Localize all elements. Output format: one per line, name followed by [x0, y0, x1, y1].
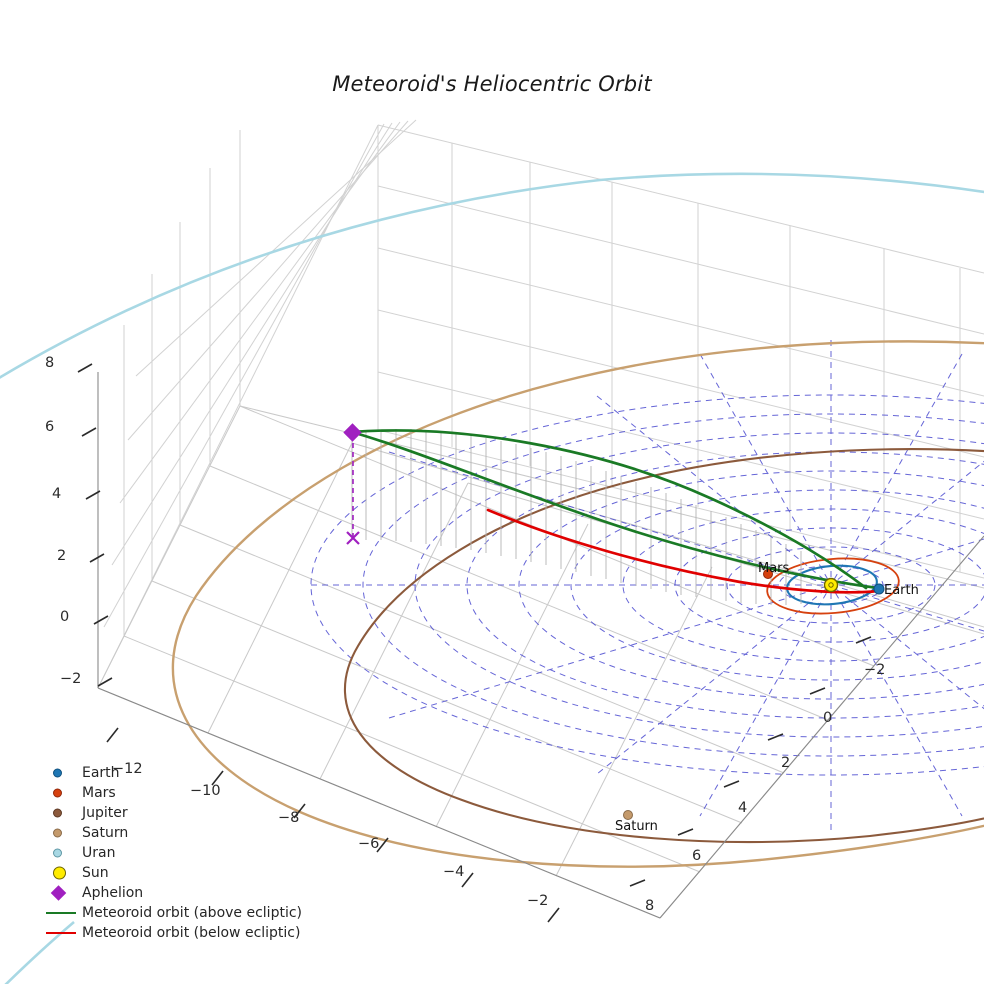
legend-label: Sun: [82, 865, 109, 881]
legend-label: Meteoroid orbit (below ecliptic): [82, 925, 301, 941]
tick-label-z-5: −2: [60, 671, 82, 687]
tick-label-x-9: −6: [358, 836, 380, 852]
tick-label-x-7: −10: [190, 783, 221, 799]
legend-item: Jupiter: [44, 803, 302, 823]
saturn-marker: [623, 810, 633, 820]
tick-label-z-1: 6: [45, 419, 55, 435]
tick-label-z-3: 2: [57, 548, 67, 564]
tick-label-x-8: −8: [278, 810, 300, 826]
tick-label-y-17: 8: [645, 898, 655, 914]
legend-label: Mars: [82, 785, 116, 801]
legend-marker-circle-icon: [53, 808, 62, 818]
aphelion-marker: [343, 423, 362, 442]
legend-marker-line: [44, 923, 78, 943]
tick-label-x-6: −12: [112, 761, 143, 777]
legend-label: Jupiter: [82, 805, 128, 821]
tick-label-x-10: −4: [443, 864, 465, 880]
legend-label: Aphelion: [82, 885, 144, 901]
legend-marker-circle-icon: [53, 848, 62, 858]
legend-item: Mars: [44, 783, 302, 803]
legend-marker-earth: [44, 763, 78, 783]
sun-marker: [823, 577, 839, 593]
orbit-meteoroid-above: [350, 429, 880, 590]
tick-label-y-14: 2: [781, 755, 791, 771]
legend-item: Sun: [44, 863, 302, 883]
legend-marker-diamond-icon: [50, 885, 67, 901]
legend-marker-line-icon: [46, 912, 76, 914]
tick-label-z-4: 0: [60, 609, 70, 625]
legend-item: Meteoroid orbit (below ecliptic): [44, 923, 302, 943]
legend-marker-circle-icon: [53, 768, 62, 778]
axis-pane-grid: [97, 119, 984, 689]
orbit-jupiter: [343, 448, 984, 844]
legend-marker-line-icon: [46, 932, 76, 934]
legend-marker-mars: [44, 783, 78, 803]
planet-markers: [623, 569, 885, 820]
legend-item: Meteoroid orbit (above ecliptic): [44, 903, 302, 923]
aphelion-dropline: [346, 434, 360, 545]
legend-marker-saturn: [44, 823, 78, 843]
mars-marker: [763, 569, 773, 579]
orbit-meteoroid-below: [486, 508, 880, 594]
legend-item: Uran: [44, 843, 302, 863]
legend-label: Earth: [82, 765, 120, 781]
legend-marker-line: [44, 903, 78, 923]
orbit-uranus: [0, 172, 984, 984]
earth-marker: [873, 583, 885, 595]
tick-label-y-15: 4: [738, 800, 748, 816]
legend-marker-circle-icon: [53, 866, 66, 880]
tick-label-x-11: −2: [527, 893, 549, 909]
legend-item: Aphelion: [44, 883, 302, 903]
chart-title: Meteoroid's Heliocentric Orbit: [332, 72, 652, 96]
tick-label-y-16: 6: [692, 848, 702, 864]
tick-label-y-13: 0: [823, 710, 833, 726]
body-label-mars: Mars: [758, 561, 790, 576]
legend-marker-sun: [44, 863, 78, 883]
legend-label: Saturn: [82, 825, 129, 841]
legend-marker-jupiter: [44, 803, 78, 823]
orbit-mars: [766, 557, 900, 615]
legend-item: Saturn: [44, 823, 302, 843]
legend: Earth Mars Jupiter Saturn Uran Sun Aphelion Met…: [44, 763, 302, 943]
tick-label-z-2: 4: [52, 486, 62, 502]
axis-ticks: [77, 363, 872, 923]
legend-label: Uran: [82, 845, 116, 861]
orbit-saturn: [171, 340, 984, 868]
body-label-earth: Earth: [884, 583, 919, 598]
legend-item: Earth: [44, 763, 302, 783]
body-label-saturn: Saturn: [615, 819, 658, 834]
legend-marker-uran: [44, 843, 78, 863]
legend-marker-circle-icon: [53, 788, 62, 798]
tick-label-y-12: −2: [864, 662, 886, 678]
tick-label-z-0: 8: [45, 355, 55, 371]
legend-label: Meteoroid orbit (above ecliptic): [82, 905, 302, 921]
axis-spines: [97, 372, 984, 919]
legend-marker-aphelion: [44, 883, 78, 903]
legend-marker-circle-icon: [53, 828, 62, 838]
